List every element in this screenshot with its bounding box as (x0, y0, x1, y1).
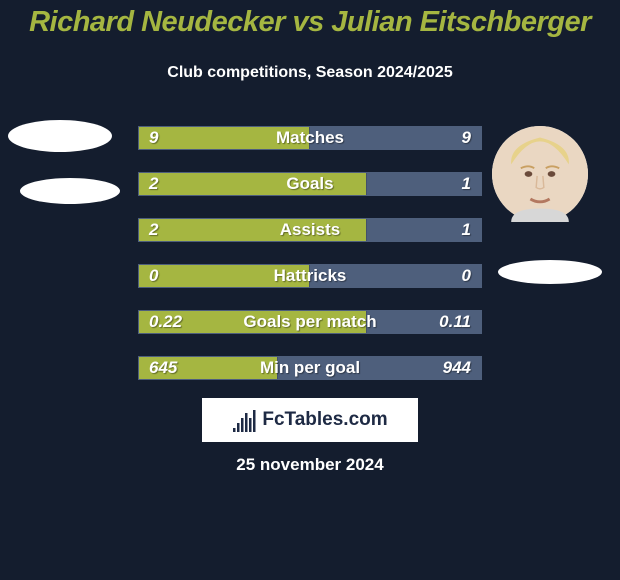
page-title: Richard Neudecker vs Julian Eitschberger (0, 6, 620, 39)
comparison-infographic: Richard Neudecker vs Julian Eitschberger… (0, 0, 620, 580)
stat-bars: 99Matches 21Goals 21Assists 00Hattricks 0.22… (138, 126, 482, 402)
date-text: 25 november 2024 (0, 455, 620, 475)
stat-bar-row: 21Goals (138, 172, 482, 196)
stat-bar-label: Goals (139, 173, 481, 195)
brand-bars-icon (232, 408, 256, 432)
stat-bar-label: Goals per match (139, 311, 481, 333)
stat-bar-row: 645944Min per goal (138, 356, 482, 380)
player-right-name-plate (498, 260, 602, 284)
stat-bar-label: Min per goal (139, 357, 481, 379)
stat-bar-row: 0.220.11Goals per match (138, 310, 482, 334)
player-right-avatar (492, 126, 588, 222)
brand-box: FcTables.com (202, 398, 418, 442)
stat-bar-row: 99Matches (138, 126, 482, 150)
player-right-face-icon (492, 126, 588, 222)
player-left-name-plate (20, 178, 120, 204)
stat-bar-row: 00Hattricks (138, 264, 482, 288)
stat-bar-label: Assists (139, 219, 481, 241)
stat-bar-label: Matches (139, 127, 481, 149)
player-left-avatar (8, 120, 112, 152)
brand-text: FcTables.com (262, 409, 387, 431)
stat-bar-label: Hattricks (139, 265, 481, 287)
stat-bar-row: 21Assists (138, 218, 482, 242)
subtitle: Club competitions, Season 2024/2025 (0, 64, 620, 82)
